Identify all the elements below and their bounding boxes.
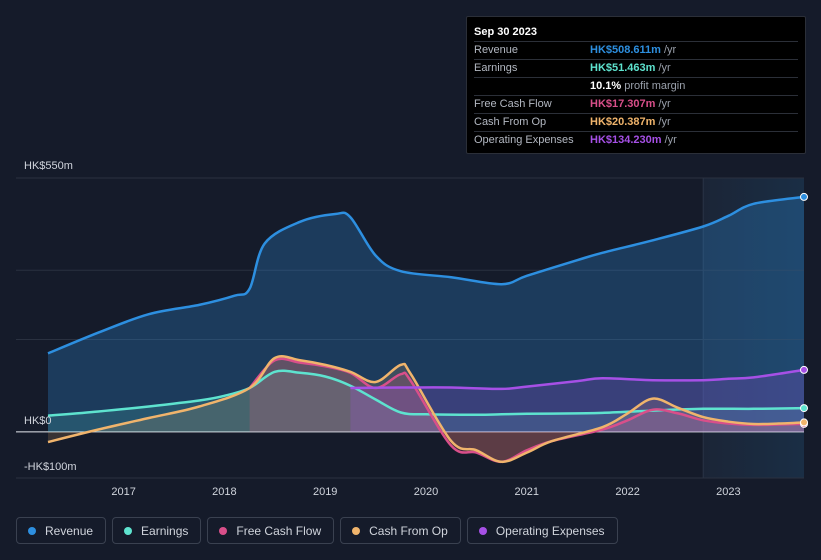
tooltip-row-value: HK$134.230m	[590, 134, 662, 146]
tooltip-row-label: Cash From Op	[474, 116, 547, 128]
cash-from-op-area	[48, 356, 804, 462]
cash-from-op-line	[47, 355, 805, 464]
tooltip-row-label: Operating Expenses	[474, 134, 574, 146]
legend-item-earnings[interactable]: Earnings	[112, 517, 202, 544]
x-tick-label: 2018	[212, 486, 236, 498]
x-tick-label: 2020	[414, 486, 438, 498]
x-tick-label: 2022	[615, 486, 639, 498]
revenue-area	[48, 196, 804, 432]
tooltip-row-value: HK$17.307m	[590, 98, 656, 110]
legend-dot-icon	[219, 526, 228, 535]
tooltip-row-label	[474, 78, 590, 95]
legend-dot-icon	[28, 526, 36, 535]
tooltip-row: Operating Expenses HK$134.230m/yr	[474, 132, 798, 149]
earnings-area	[48, 370, 804, 432]
legend-item-revenue[interactable]: Revenue	[16, 517, 107, 544]
tooltip-row-label: Revenue	[474, 44, 519, 56]
y-label-top: HK$550m	[24, 160, 73, 172]
tooltip-row-value: HK$51.463m	[590, 62, 656, 74]
tooltip-row: Cash From Op HK$20.387m/yr	[474, 114, 798, 132]
x-tick-label: 2023	[716, 486, 740, 498]
legend-label: Earnings	[141, 523, 189, 538]
x-tick-label: 2017	[111, 486, 135, 498]
legend-item-operating-expenses[interactable]: Operating Expenses	[466, 517, 618, 544]
legend-label: Free Cash Flow	[236, 523, 322, 538]
tooltip-row-unit: /yr	[658, 62, 671, 74]
free-cash-flow-area	[249, 358, 805, 462]
legend-dot-icon	[478, 526, 487, 535]
earnings-end-marker[interactable]	[800, 404, 808, 413]
tooltip-panel: Sep 30 2023 Revenue HK$508.611m/yr Earning…	[466, 16, 806, 154]
tooltip-date: Sep 30 2023	[474, 17, 798, 42]
tooltip-row: Earnings HK$51.463m/yr	[474, 60, 798, 78]
legend: Revenue Earnings Free Cash Flow Cash From O…	[16, 517, 618, 544]
tooltip-row: 10.1% profit margin	[474, 78, 798, 96]
tooltip-row: Free Cash Flow HK$17.307m/yr	[474, 96, 798, 114]
tooltip-row-unit: /yr	[664, 134, 677, 146]
legend-dot-icon	[124, 526, 133, 535]
legend-item-free-cash-flow[interactable]: Free Cash Flow	[207, 517, 335, 544]
legend-dot-icon	[352, 526, 361, 535]
legend-label: Operating Expenses	[495, 523, 605, 538]
tooltip-row: Revenue HK$508.611m/yr	[474, 42, 798, 60]
revenue-end-marker[interactable]	[800, 192, 808, 201]
tooltip-row-unit: /yr	[658, 116, 671, 128]
tooltip-row-label: Free Cash Flow	[474, 98, 552, 110]
operating-expenses-end-marker[interactable]	[800, 365, 808, 374]
revenue-line	[47, 195, 805, 355]
legend-label: Cash From Op	[369, 523, 448, 538]
x-tick-label: 2021	[515, 486, 539, 498]
legend-label: Revenue	[45, 523, 94, 538]
x-tick-label: 2019	[313, 486, 337, 498]
tooltip-row-unit: profit margin	[624, 80, 686, 92]
operating-expenses-line	[350, 368, 805, 391]
tooltip-row-value: HK$508.611m	[590, 44, 661, 56]
tooltip-row-value: 10.1%	[590, 80, 622, 92]
cash-from-op-end-marker[interactable]	[800, 418, 808, 427]
y-label-zero: HK$0	[24, 415, 52, 427]
legend-item-cash-from-op[interactable]: Cash From Op	[340, 517, 461, 544]
tooltip-row-value: HK$20.387m	[590, 116, 656, 128]
earnings-line	[47, 369, 805, 417]
tooltip-row-unit: /yr	[658, 98, 671, 110]
y-label-bottom: -HK$100m	[24, 461, 77, 473]
tooltip-row-label: Earnings	[474, 62, 518, 74]
forecast-region	[703, 178, 804, 478]
tooltip-row-unit: /yr	[663, 44, 677, 56]
